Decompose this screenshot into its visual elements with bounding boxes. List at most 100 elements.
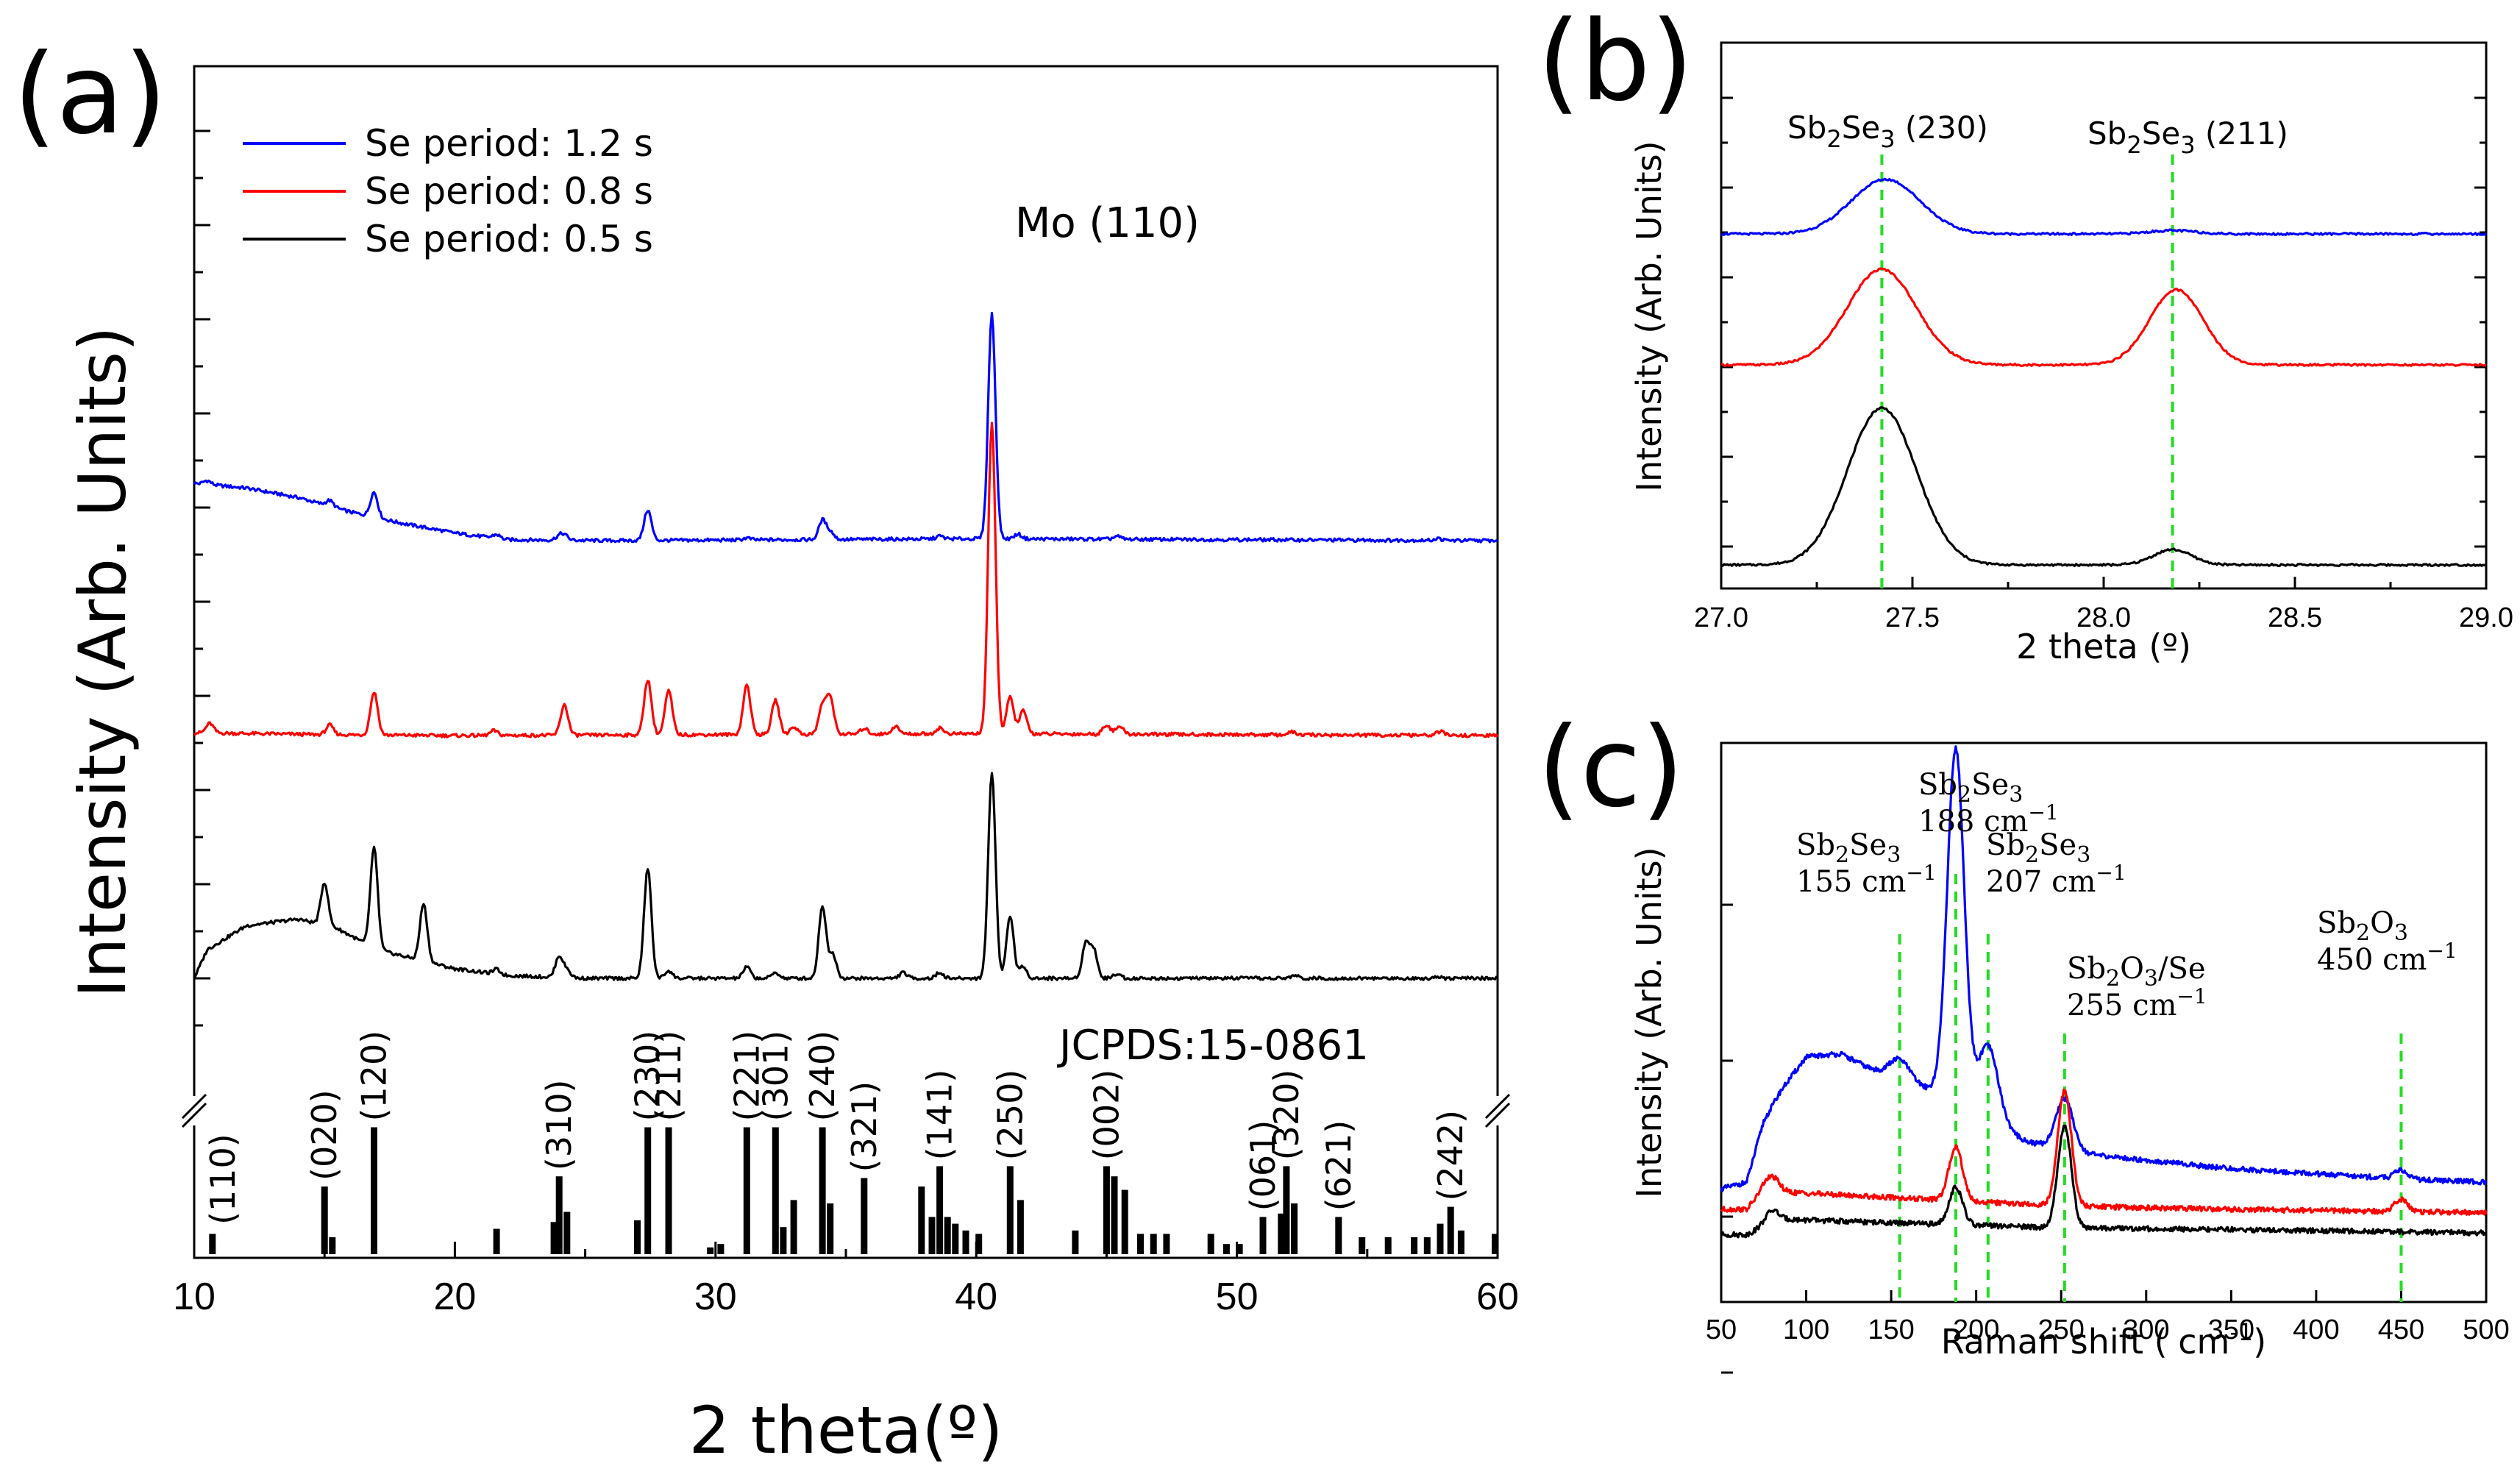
c-trace-2	[1720, 1088, 2488, 1216]
c-trace-1	[1720, 745, 2488, 1193]
reference-line	[918, 1187, 925, 1254]
reference-line	[329, 1237, 336, 1254]
reference-line	[1278, 1213, 1285, 1254]
panel-b-label: (b)	[1537, 0, 1693, 126]
reference-line	[962, 1230, 969, 1254]
panel-c: (c) 50 100 150 200 250 300 350 400 450 500 Sb2Se3…	[1537, 704, 2510, 1374]
c-annotation-text: 255 cm−1	[2067, 984, 2207, 1022]
hkl-label: (110)	[203, 1134, 243, 1225]
a-trace-3	[193, 772, 1498, 981]
panel-b-traces	[1720, 177, 2488, 567]
reference-line	[1111, 1176, 1118, 1254]
annotation-sb2se3-211: Sb2Se3 (211)	[2087, 115, 2288, 159]
c-annotation-text: Sb2Se3	[1986, 828, 2090, 868]
a-trace-1	[193, 311, 1498, 544]
reference-line	[644, 1127, 652, 1254]
reference-line	[209, 1234, 216, 1254]
a-trace-2	[193, 421, 1499, 739]
reference-line	[1150, 1234, 1157, 1254]
jcpds-label: JCPDS:15-0861	[1057, 1022, 1369, 1070]
c-annotation-text: 155 cm−1	[1796, 861, 1937, 899]
reference-line	[772, 1127, 779, 1254]
panel-c-ylabel: Intensity (Arb. Units)	[1629, 847, 1669, 1198]
reference-line	[975, 1234, 983, 1254]
hkl-label: (320)	[1267, 1070, 1306, 1161]
mo-peak-label: Mo (110)	[1015, 199, 1200, 247]
hkl-label: (321)	[844, 1081, 884, 1173]
panel-b-ylabel: Intensity (Arb. Units)	[1629, 140, 1669, 491]
c-xtick-label: 250	[2038, 1314, 2085, 1345]
reference-line	[1437, 1223, 1444, 1254]
panel-c-label: (c)	[1537, 704, 1684, 832]
panel-c-traces	[1720, 745, 2488, 1239]
panel-a-xlabel: 2 theta(º)	[689, 1392, 1003, 1468]
hkl-label: (230)	[628, 1031, 668, 1122]
axis-break-left	[181, 1093, 207, 1128]
panel-a: (a) 10 20 30 40 50 60 (020) (120) (310) (230)(21…	[13, 31, 1519, 1468]
reference-line	[1103, 1166, 1110, 1254]
hkl-label: (141)	[920, 1070, 960, 1161]
reference-line	[1411, 1237, 1418, 1254]
c-xtick-label: 350	[2208, 1314, 2254, 1345]
panel-c-frame	[1720, 741, 2488, 1303]
a-xtick-label: 60	[1476, 1276, 1519, 1318]
a-xtick-label: 10	[173, 1276, 216, 1318]
reference-line	[717, 1244, 725, 1254]
reference-line	[1291, 1203, 1298, 1254]
b-xtick-label: 29.0	[2459, 602, 2513, 633]
c-xtick-label: 300	[2123, 1314, 2169, 1345]
reference-line	[493, 1228, 500, 1254]
reference-line	[1121, 1189, 1128, 1254]
b-xtick-label: 27.0	[1694, 602, 1748, 633]
panel-c-xlabel: Raman shift ( cm-1)	[1941, 1318, 2266, 1362]
legend-item-3: Se period: 0.5 s	[365, 218, 653, 260]
b-trace-1	[1720, 177, 2488, 236]
c-xtick-label: 100	[1783, 1314, 1829, 1345]
panel-b-guides	[1880, 154, 2174, 588]
reference-line	[1017, 1200, 1024, 1254]
annotation-sb2se3-230: Sb2Se3 (230)	[1787, 110, 1988, 153]
c-xtick-label: 500	[2463, 1314, 2509, 1345]
hkl-label: (250)	[990, 1070, 1030, 1161]
hkl-label: (120)	[355, 1031, 394, 1122]
c-xtick-label: 200	[1953, 1314, 1999, 1345]
c-annotation-text: Sb2O3/Se	[2067, 952, 2206, 992]
reference-line	[790, 1200, 797, 1254]
reference-line	[780, 1227, 787, 1254]
reference-line	[665, 1127, 672, 1254]
b-xtick-label: 28.5	[2268, 602, 2322, 633]
reference-line	[555, 1176, 563, 1254]
reference-line	[1335, 1217, 1342, 1254]
hkl-label: (061)	[1243, 1120, 1283, 1212]
c-annotation-text: Sb2O3	[2317, 906, 2408, 946]
a-xtick-label: 20	[433, 1276, 476, 1318]
reference-line	[634, 1220, 641, 1254]
a-xtick-label: 50	[1216, 1276, 1259, 1318]
reference-line	[1492, 1234, 1498, 1254]
panel-a-hkl-labels: (020) (120) (310) (230)(211) (221)(301) (240)…	[203, 1031, 1470, 1225]
reference-line	[1207, 1234, 1214, 1254]
reference-line	[1259, 1217, 1267, 1254]
hkl-label: (242)	[1431, 1110, 1470, 1201]
reference-line	[550, 1222, 558, 1254]
c-annotation-text: 188 cm−1	[1918, 800, 2059, 839]
reference-line	[1236, 1244, 1243, 1254]
reference-line	[1072, 1230, 1079, 1254]
reference-line	[1163, 1234, 1170, 1254]
legend-item-1: Se period: 1.2 s	[365, 122, 653, 165]
c-annotation-text: Sb2Se3	[1796, 828, 1901, 868]
c-annotation-text: 207 cm−1	[1986, 861, 2126, 899]
reference-line	[707, 1247, 714, 1254]
reference-line	[861, 1178, 868, 1254]
panel-b-xlabel: 2 theta (º)	[2016, 627, 2191, 666]
reference-line	[1222, 1244, 1230, 1254]
b-trace-2	[1720, 267, 2487, 367]
reference-line	[371, 1127, 377, 1254]
a-xtick-label: 40	[955, 1276, 997, 1318]
legend-item-2: Se period: 0.8 s	[365, 170, 653, 213]
hkl-label: (621)	[1319, 1120, 1359, 1212]
reference-line	[1137, 1234, 1144, 1254]
reference-line	[952, 1223, 959, 1254]
reference-line	[827, 1203, 834, 1254]
